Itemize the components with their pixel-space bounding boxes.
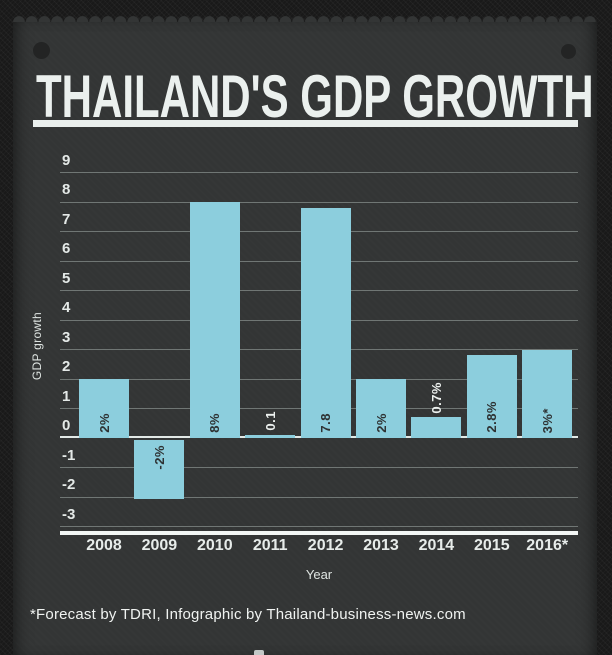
gridline	[60, 526, 578, 527]
x-tick-label: 2015	[474, 537, 510, 554]
y-tick-label: 6	[62, 240, 71, 257]
bar-2016*: 3%*	[522, 349, 573, 438]
bar-value-label: 2%	[96, 413, 112, 433]
y-tick-label: 9	[62, 151, 71, 169]
bar-2015: 2.8%	[466, 355, 517, 438]
bar-value-label: 2.8%	[484, 401, 500, 433]
x-tick-label: 2008	[86, 537, 122, 554]
bar-2012: 7.8	[300, 207, 351, 438]
bar-value-label-outside: 0.1	[245, 411, 295, 431]
x-tick-label: 2016*	[526, 537, 569, 554]
x-axis-title: Year	[305, 567, 333, 582]
page-title: THAILAND'S GDP GROWTH	[36, 63, 594, 130]
bar-value-label: -2%	[151, 445, 167, 470]
y-tick-label: -3	[62, 505, 76, 523]
y-tick-label: 4	[62, 299, 71, 316]
y-tick-label: 5	[62, 269, 71, 287]
gridline	[60, 467, 578, 468]
x-tick-label: 2014	[418, 537, 455, 554]
bar-value-label: 3%*	[539, 407, 555, 433]
gridline	[60, 172, 578, 173]
x-tick-label: 2013	[363, 537, 399, 554]
bar-2014	[411, 417, 462, 438]
x-axis-line	[60, 531, 578, 535]
y-tick-label: -1	[62, 446, 76, 464]
y-axis-label: GDP growth	[30, 312, 44, 381]
bar-2011	[245, 435, 296, 438]
bar-value-label-outside: 0.7%	[411, 382, 461, 414]
pin-hole-right-icon	[561, 44, 576, 59]
y-tick-label: 1	[62, 387, 71, 405]
y-tick-label: 2	[62, 358, 71, 375]
y-tick-label: 3	[62, 328, 71, 346]
x-tick-label: 2011	[252, 537, 288, 554]
y-tick-label: 8	[62, 181, 71, 198]
footnote-text: *Forecast by TDRI, Infographic by Thaila…	[30, 606, 466, 623]
bar-2013: 2%	[356, 379, 406, 438]
x-tick-label: 2012	[307, 537, 344, 554]
bar-value-label: 7.8	[318, 413, 334, 433]
gridline	[60, 496, 578, 498]
bar-value-label: 2%	[373, 413, 389, 433]
bar-value-label: 0.7%	[428, 381, 444, 414]
y-tick-label: -2	[62, 476, 76, 493]
x-tick-label: 2010	[197, 537, 233, 554]
bar-value-label: 8%	[207, 413, 223, 433]
cropped-bottom-element	[254, 650, 264, 655]
gridline	[60, 201, 578, 203]
y-tick-label: 7	[62, 210, 71, 228]
pin-hole-left-icon	[33, 42, 50, 59]
bar-2008: 2%	[79, 379, 129, 438]
x-tick-label: 2009	[141, 537, 178, 554]
bar-2009: -2%	[134, 440, 185, 499]
bar-value-label: 0.1	[262, 411, 278, 432]
bar-2010: 8%	[189, 202, 240, 438]
gdp-growth-bar-chart: Year 9 8 7 6 5 4 3 2 1 0 -1 -2 -3 2% 2008 -2% 2009 8% 2010…	[60, 151, 578, 582]
y-tick-label: 0	[62, 417, 71, 434]
title-underline	[33, 120, 578, 127]
